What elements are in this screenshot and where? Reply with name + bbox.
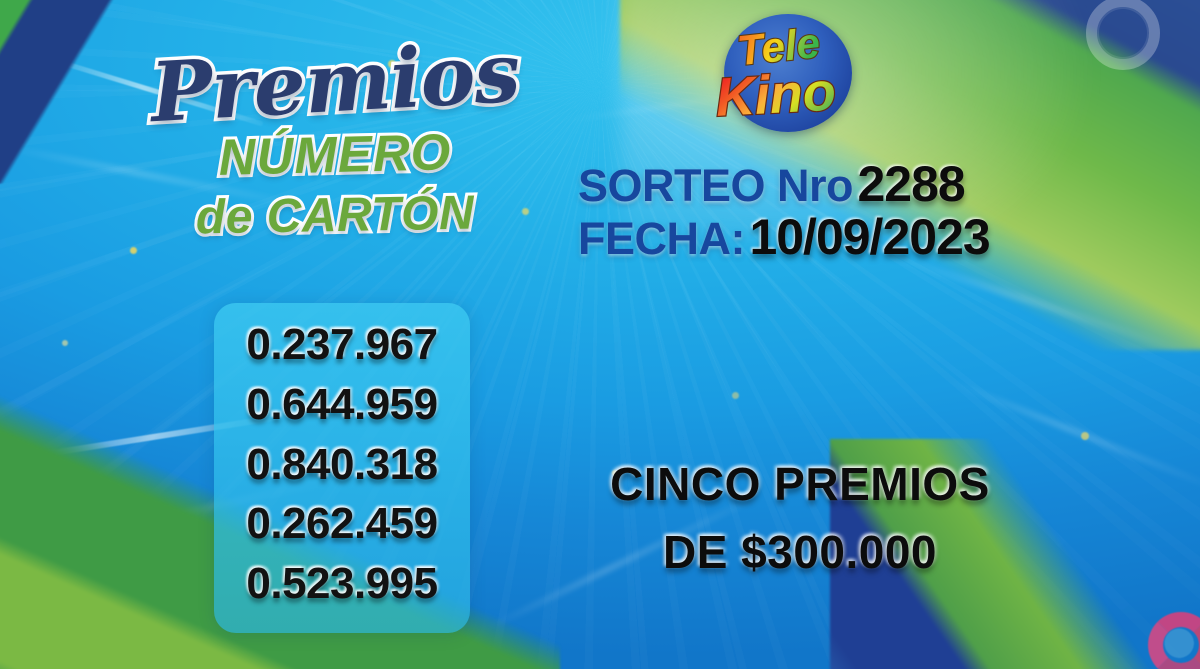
winning-number: 0.262.459 bbox=[246, 499, 438, 549]
draw-info: SORTEO Nro 2288 FECHA: 10/09/2023 bbox=[578, 158, 1048, 264]
draw-number-row: SORTEO Nro 2288 bbox=[578, 158, 1048, 211]
sparkle bbox=[1118, 102, 1125, 109]
prize-summary: CINCO PREMIOS DE $300.000 bbox=[560, 450, 1040, 586]
winning-number: 0.840.318 bbox=[246, 439, 438, 489]
title-subline-carton: de CARTÓN bbox=[192, 183, 477, 247]
winning-number: 0.644.959 bbox=[246, 379, 438, 429]
sparkle bbox=[10, 447, 19, 456]
sparkle bbox=[1081, 432, 1089, 440]
sparkle bbox=[62, 340, 68, 346]
prize-amount-line: DE $300.000 bbox=[662, 526, 938, 579]
sparkle bbox=[866, 586, 872, 592]
sorteo-value: 2288 bbox=[857, 156, 965, 212]
prizes-title-block: Premios NÚMERO de CARTÓN bbox=[140, 21, 530, 247]
telekino-logo-wordmark: Tele Kino bbox=[713, 18, 838, 129]
fecha-label: FECHA: bbox=[578, 213, 745, 264]
prize-count-line: CINCO PREMIOS bbox=[610, 458, 990, 510]
telekino-logo-badge bbox=[724, 14, 852, 132]
draw-date-row: FECHA: 10/09/2023 bbox=[578, 211, 1048, 264]
fecha-value: 10/09/2023 bbox=[749, 209, 990, 265]
channel-logo-ring-icon bbox=[1148, 612, 1200, 669]
sorteo-label: SORTEO Nro bbox=[578, 160, 854, 211]
svg-text:Kino: Kino bbox=[714, 62, 837, 128]
channel-watermark-ring-icon bbox=[1086, 0, 1160, 70]
title-subline-numero: NÚMERO bbox=[215, 120, 455, 189]
sparkle bbox=[732, 392, 739, 399]
winning-number: 0.523.995 bbox=[246, 559, 438, 609]
sparkle bbox=[1140, 188, 1149, 197]
winning-number: 0.237.967 bbox=[246, 320, 438, 369]
sparkle bbox=[246, 640, 252, 646]
light-streak bbox=[886, 250, 1194, 358]
page-title-script: Premios bbox=[145, 21, 526, 144]
svg-text:Tele: Tele bbox=[735, 19, 822, 74]
winning-numbers-panel: 0.237.967 0.644.959 0.840.318 0.262.459 … bbox=[214, 303, 470, 633]
sparkle bbox=[130, 247, 137, 254]
telekino-logo: Tele Kino bbox=[700, 8, 880, 136]
